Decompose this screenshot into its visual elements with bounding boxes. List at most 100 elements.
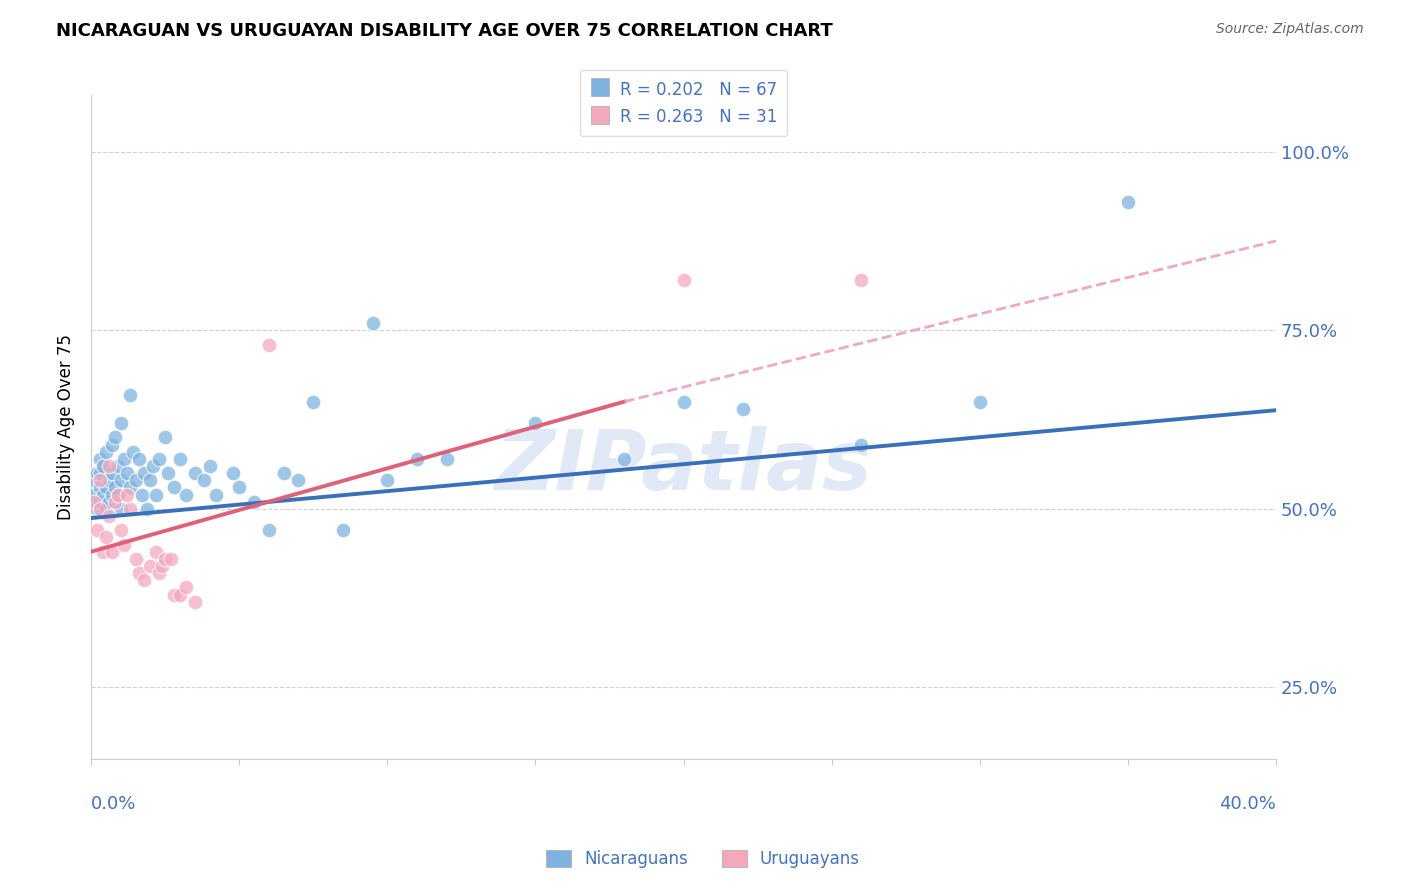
Point bbox=[86, 523, 108, 537]
Point bbox=[672, 273, 695, 287]
Point bbox=[377, 473, 399, 487]
Point bbox=[110, 501, 132, 516]
Point bbox=[83, 473, 105, 487]
Point bbox=[112, 451, 135, 466]
Point bbox=[613, 451, 636, 466]
Point bbox=[118, 480, 141, 494]
Point bbox=[851, 437, 873, 451]
Point bbox=[406, 451, 429, 466]
Point bbox=[110, 473, 132, 487]
Point bbox=[257, 337, 280, 351]
Point bbox=[107, 458, 129, 473]
Legend: R = 0.202   N = 67, R = 0.263   N = 31: R = 0.202 N = 67, R = 0.263 N = 31 bbox=[579, 70, 787, 136]
Point bbox=[169, 587, 191, 601]
Point bbox=[153, 430, 176, 444]
Point bbox=[124, 473, 146, 487]
Point bbox=[731, 401, 754, 416]
Point bbox=[361, 316, 384, 330]
Point bbox=[222, 466, 245, 480]
Point bbox=[94, 444, 117, 458]
Point bbox=[89, 501, 111, 516]
Point bbox=[134, 573, 156, 587]
Point bbox=[118, 387, 141, 401]
Point bbox=[89, 473, 111, 487]
Point bbox=[163, 587, 186, 601]
Point bbox=[332, 523, 354, 537]
Point bbox=[139, 473, 162, 487]
Point bbox=[243, 494, 266, 508]
Point bbox=[104, 480, 127, 494]
Text: NICARAGUAN VS URUGUAYAN DISABILITY AGE OVER 75 CORRELATION CHART: NICARAGUAN VS URUGUAYAN DISABILITY AGE O… bbox=[56, 22, 832, 40]
Point bbox=[160, 551, 183, 566]
Point bbox=[115, 487, 138, 501]
Point bbox=[142, 458, 165, 473]
Point bbox=[273, 466, 295, 480]
Legend: Nicaraguans, Uruguayans: Nicaraguans, Uruguayans bbox=[540, 843, 866, 875]
Point bbox=[83, 494, 105, 508]
Point bbox=[131, 487, 153, 501]
Point bbox=[174, 580, 197, 594]
Point bbox=[97, 494, 120, 508]
Point bbox=[302, 394, 325, 409]
Point bbox=[91, 544, 114, 558]
Point bbox=[139, 558, 162, 573]
Point bbox=[287, 473, 309, 487]
Point bbox=[150, 558, 173, 573]
Point bbox=[101, 544, 124, 558]
Point bbox=[128, 566, 150, 580]
Point bbox=[118, 501, 141, 516]
Point bbox=[204, 487, 226, 501]
Point bbox=[97, 458, 120, 473]
Y-axis label: Disability Age Over 75: Disability Age Over 75 bbox=[58, 334, 75, 520]
Point bbox=[145, 544, 167, 558]
Point bbox=[104, 494, 127, 508]
Point bbox=[110, 416, 132, 430]
Point bbox=[257, 523, 280, 537]
Point bbox=[153, 551, 176, 566]
Point bbox=[101, 437, 124, 451]
Point bbox=[104, 430, 127, 444]
Point bbox=[193, 473, 215, 487]
Point bbox=[94, 501, 117, 516]
Text: ZIPatlas: ZIPatlas bbox=[495, 426, 873, 507]
Point bbox=[86, 466, 108, 480]
Point bbox=[124, 551, 146, 566]
Point bbox=[163, 480, 186, 494]
Point bbox=[184, 594, 207, 608]
Point bbox=[169, 451, 191, 466]
Point bbox=[198, 458, 221, 473]
Point bbox=[107, 487, 129, 501]
Point bbox=[145, 487, 167, 501]
Point bbox=[107, 487, 129, 501]
Text: Source: ZipAtlas.com: Source: ZipAtlas.com bbox=[1216, 22, 1364, 37]
Point bbox=[134, 466, 156, 480]
Point bbox=[148, 566, 170, 580]
Point bbox=[101, 487, 124, 501]
Point bbox=[851, 273, 873, 287]
Point bbox=[672, 394, 695, 409]
Point bbox=[97, 508, 120, 523]
Point bbox=[112, 537, 135, 551]
Point bbox=[228, 480, 250, 494]
Point bbox=[91, 458, 114, 473]
Point bbox=[969, 394, 991, 409]
Point bbox=[1116, 194, 1139, 209]
Point bbox=[110, 523, 132, 537]
Point bbox=[436, 451, 458, 466]
Point bbox=[86, 501, 108, 516]
Point bbox=[83, 487, 105, 501]
Point bbox=[89, 494, 111, 508]
Point bbox=[174, 487, 197, 501]
Text: 40.0%: 40.0% bbox=[1219, 796, 1277, 814]
Point bbox=[97, 473, 120, 487]
Point bbox=[148, 451, 170, 466]
Point bbox=[157, 466, 180, 480]
Point bbox=[115, 466, 138, 480]
Point bbox=[184, 466, 207, 480]
Point bbox=[89, 480, 111, 494]
Point bbox=[89, 466, 111, 480]
Point bbox=[101, 466, 124, 480]
Text: 0.0%: 0.0% bbox=[91, 796, 136, 814]
Point bbox=[91, 487, 114, 501]
Point bbox=[94, 480, 117, 494]
